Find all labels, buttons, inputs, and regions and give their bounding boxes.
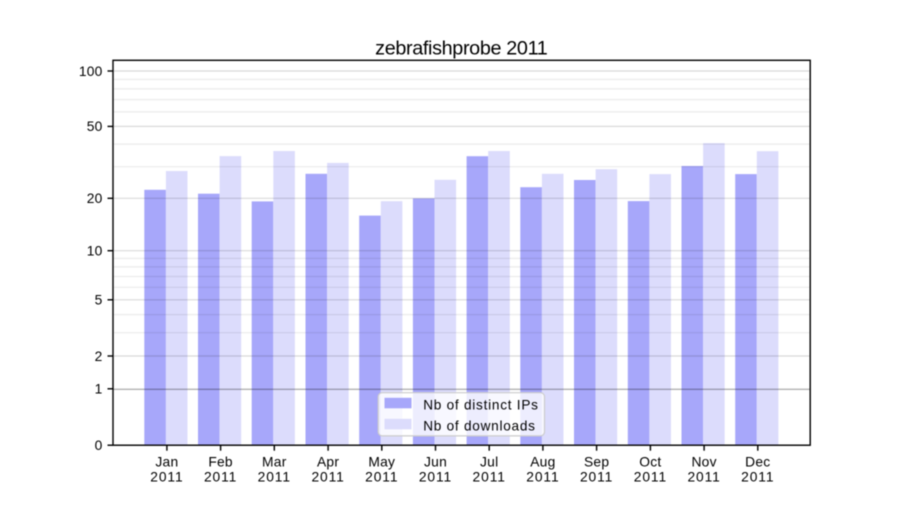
svg-text:2011: 2011 bbox=[741, 470, 774, 485]
svg-text:zebrafishprobe 2011: zebrafishprobe 2011 bbox=[375, 38, 548, 60]
svg-text:2011: 2011 bbox=[311, 470, 344, 485]
svg-text:Nov: Nov bbox=[691, 455, 716, 470]
svg-text:2011: 2011 bbox=[365, 470, 398, 485]
svg-text:50: 50 bbox=[87, 119, 103, 134]
svg-text:Nb of downloads: Nb of downloads bbox=[423, 419, 536, 434]
svg-text:Oct: Oct bbox=[639, 455, 661, 470]
svg-text:2: 2 bbox=[95, 349, 103, 364]
svg-text:2011: 2011 bbox=[634, 470, 667, 485]
svg-text:Feb: Feb bbox=[208, 455, 233, 470]
svg-text:0: 0 bbox=[95, 438, 103, 453]
svg-text:Aug: Aug bbox=[530, 455, 555, 470]
svg-text:2011: 2011 bbox=[258, 470, 291, 485]
svg-text:2011: 2011 bbox=[419, 470, 452, 485]
svg-text:2011: 2011 bbox=[687, 470, 720, 485]
svg-text:Nb of distinct IPs: Nb of distinct IPs bbox=[423, 398, 539, 413]
svg-text:1: 1 bbox=[95, 382, 103, 397]
svg-text:2011: 2011 bbox=[150, 470, 183, 485]
svg-text:Apr: Apr bbox=[317, 455, 339, 470]
svg-text:May: May bbox=[368, 455, 395, 470]
svg-text:2011: 2011 bbox=[204, 470, 237, 485]
svg-text:Jun: Jun bbox=[424, 455, 447, 470]
svg-text:100: 100 bbox=[79, 64, 103, 79]
svg-text:Sep: Sep bbox=[584, 455, 609, 470]
svg-text:2011: 2011 bbox=[473, 470, 506, 485]
svg-text:2011: 2011 bbox=[580, 470, 613, 485]
svg-text:Jul: Jul bbox=[480, 455, 498, 470]
svg-text:Dec: Dec bbox=[745, 455, 770, 470]
svg-text:20: 20 bbox=[87, 191, 103, 206]
svg-text:Mar: Mar bbox=[262, 455, 287, 470]
svg-text:10: 10 bbox=[87, 244, 103, 259]
svg-text:2011: 2011 bbox=[526, 470, 559, 485]
svg-text:5: 5 bbox=[95, 293, 103, 308]
svg-text:Jan: Jan bbox=[155, 455, 178, 470]
